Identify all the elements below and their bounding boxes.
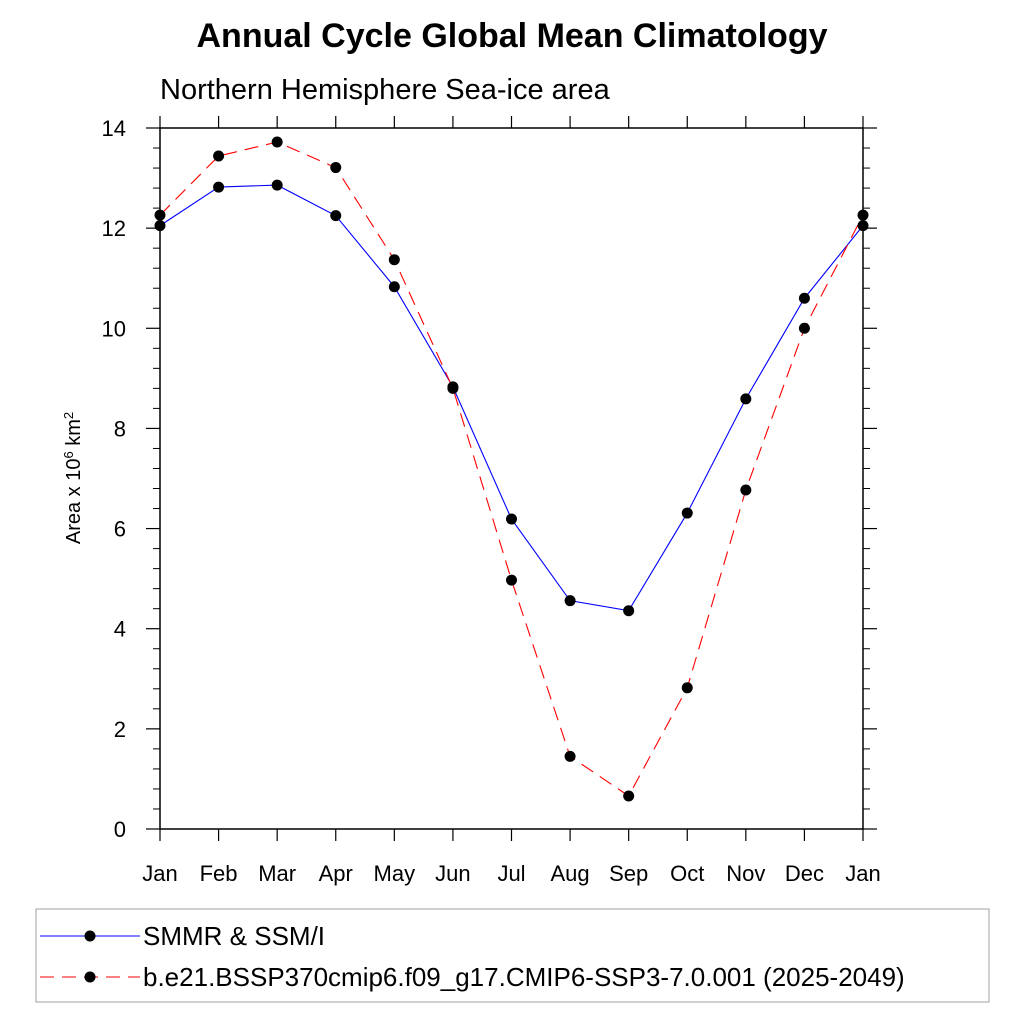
series-group <box>154 136 869 802</box>
x-tick-label: Jun <box>435 861 470 886</box>
legend-marker-smmr <box>84 930 96 942</box>
x-tick-label: May <box>374 861 416 886</box>
series-line-0 <box>159 184 864 612</box>
data-point-series-0 <box>330 210 342 222</box>
y-axis: 0 2 4 6 8 10 12 14 <box>102 116 877 842</box>
data-point-series-1 <box>447 382 459 394</box>
data-point-series-0 <box>798 292 810 304</box>
legend: SMMR & SSM/I b.e21.BSSP370cmip6.f09_g17.… <box>35 908 990 1003</box>
data-point-series-1 <box>798 322 810 334</box>
y-tick-label: 12 <box>102 216 126 241</box>
legend-marker-model <box>84 971 96 983</box>
chart-title: Annual Cycle Global Mean Climatology <box>197 17 828 55</box>
legend-label-smmr: SMMR & SSM/I <box>143 921 325 951</box>
chart-subtitle: Northern Hemisphere Sea-ice area <box>160 74 611 106</box>
y-tick-label: 6 <box>114 517 126 542</box>
data-point-series-0 <box>388 281 400 293</box>
data-point-series-0 <box>154 220 166 232</box>
y-axis-label: Area x 106 km2 <box>61 412 86 544</box>
y-tick-label: 4 <box>114 617 126 642</box>
series-line-1 <box>159 141 864 797</box>
data-point-series-1 <box>857 209 869 221</box>
data-point-series-0 <box>506 513 517 525</box>
data-point-series-1 <box>213 150 225 162</box>
data-point-series-1 <box>623 790 635 802</box>
data-point-series-0 <box>564 595 576 607</box>
data-point-series-1 <box>271 136 283 148</box>
y-tick-label: 2 <box>114 717 126 742</box>
x-tick-label: Jan <box>845 861 880 886</box>
x-tick-label: Jul <box>497 861 525 886</box>
data-point-series-1 <box>154 209 166 221</box>
x-tick-label: Aug <box>551 861 590 886</box>
data-point-series-1 <box>681 682 693 694</box>
data-point-series-0 <box>623 605 635 617</box>
data-point-series-1 <box>506 574 517 586</box>
x-tick-label: Oct <box>670 861 704 886</box>
y-tick-label: 0 <box>114 817 126 842</box>
x-tick-label: Feb <box>200 861 238 886</box>
x-tick-label: Nov <box>726 861 765 886</box>
data-point-series-0 <box>740 393 752 405</box>
data-point-series-0 <box>271 179 283 191</box>
x-tick-label: Sep <box>609 861 648 886</box>
x-tick-label: Jan <box>142 861 177 886</box>
x-tick-label: Dec <box>785 861 824 886</box>
data-point-series-1 <box>388 254 400 266</box>
data-point-series-1 <box>740 484 752 496</box>
data-point-series-0 <box>213 181 225 193</box>
y-tick-label: 14 <box>102 116 126 141</box>
legend-label-model: b.e21.BSSP370cmip6.f09_g17.CMIP6-SSP3-7.… <box>143 962 905 992</box>
data-point-series-0 <box>681 507 693 519</box>
x-tick-label: Mar <box>258 861 296 886</box>
data-point-series-1 <box>564 750 576 762</box>
data-point-series-0 <box>857 220 869 232</box>
x-tick-label: Apr <box>319 861 353 886</box>
data-point-series-1 <box>330 162 342 174</box>
y-tick-label: 10 <box>102 316 126 341</box>
x-axis: Jan Feb Mar Apr May Jun Jul Aug Sep Oct Nov Dec Jan <box>142 116 881 886</box>
plot-frame <box>159 127 864 830</box>
y-tick-label: 8 <box>114 416 126 441</box>
legend-box <box>35 908 990 1003</box>
